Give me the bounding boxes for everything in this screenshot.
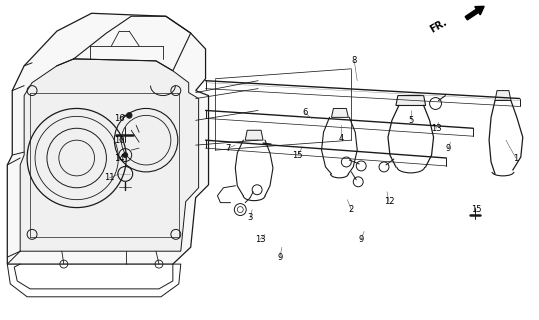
Text: 16: 16: [114, 114, 125, 123]
Text: 9: 9: [358, 235, 364, 244]
Circle shape: [127, 113, 132, 118]
Polygon shape: [495, 91, 511, 100]
Text: 10: 10: [114, 136, 125, 145]
Polygon shape: [8, 13, 209, 264]
Polygon shape: [396, 96, 426, 106]
Text: 4: 4: [338, 134, 344, 143]
Text: 12: 12: [384, 197, 394, 206]
Text: 13: 13: [255, 235, 265, 244]
Text: 3: 3: [247, 213, 253, 222]
Text: 13: 13: [431, 124, 442, 133]
Text: 15: 15: [293, 150, 303, 160]
Text: 1: 1: [513, 154, 519, 163]
Text: 9: 9: [277, 253, 282, 262]
Text: 14: 14: [114, 154, 125, 163]
FancyArrow shape: [465, 6, 484, 20]
Text: 9: 9: [446, 144, 451, 153]
Text: 2: 2: [349, 205, 354, 214]
Text: FR.: FR.: [429, 17, 449, 35]
Text: 7: 7: [226, 144, 231, 153]
Text: 6: 6: [302, 108, 307, 117]
Polygon shape: [20, 59, 198, 251]
Text: 11: 11: [104, 173, 115, 182]
Circle shape: [123, 153, 128, 157]
Polygon shape: [245, 130, 263, 140]
Text: 8: 8: [351, 56, 357, 65]
Text: 5: 5: [408, 116, 413, 125]
Text: 15: 15: [471, 205, 481, 214]
Polygon shape: [331, 108, 348, 117]
